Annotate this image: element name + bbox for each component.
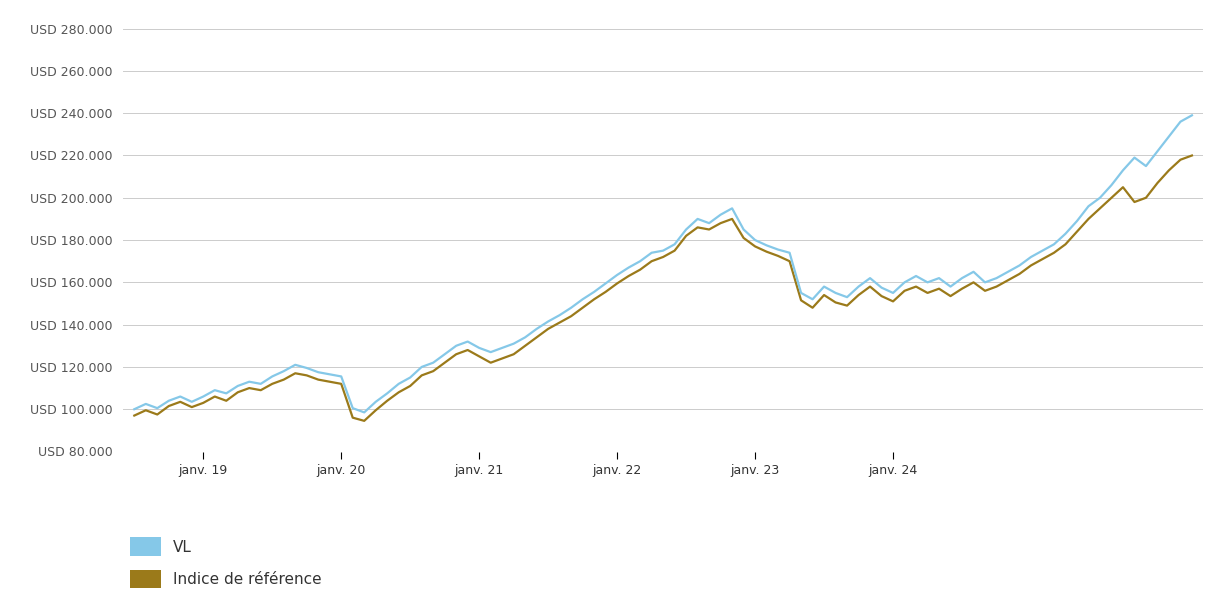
- Legend: VL, Indice de référence: VL, Indice de référence: [130, 537, 322, 588]
